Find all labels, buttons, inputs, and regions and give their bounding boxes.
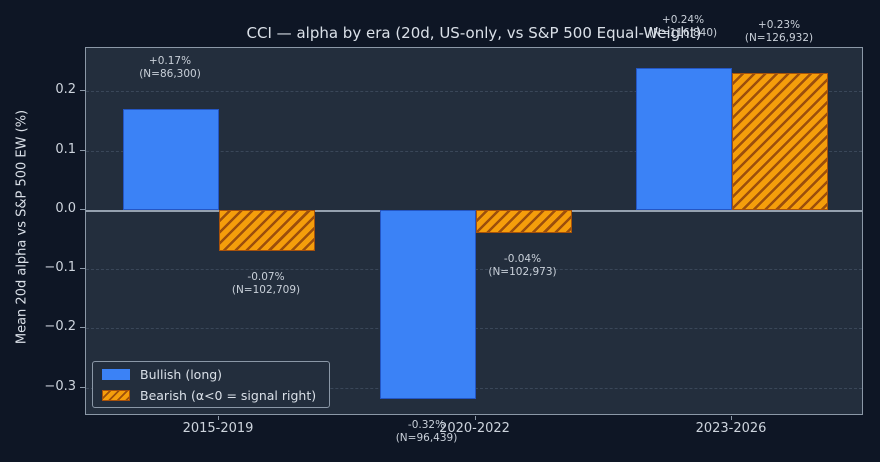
- chart-title: CCI — alpha by era (20d, US-only, vs S&P…: [246, 24, 702, 42]
- y-tick-mark: [80, 90, 85, 92]
- annotation-n: (N=102,973): [488, 266, 557, 279]
- y-tick-mark: [80, 386, 85, 388]
- bar-bullish-2023-2026: [636, 67, 732, 210]
- x-tick-label: 2015-2019: [182, 421, 254, 436]
- annotation-n: (N=116,840): [648, 26, 718, 39]
- bar-bearish-2023-2026: [732, 73, 828, 210]
- annotation-value: +0.17%: [148, 55, 192, 68]
- annotation-value: -0.32%: [407, 419, 446, 432]
- annotation-value: -0.04%: [503, 253, 542, 266]
- bar-bullish-2020-2022: [379, 209, 476, 400]
- annotation-n: (N=96,439): [395, 432, 458, 445]
- y-tick-mark: [80, 208, 85, 210]
- y-tick-mark: [80, 149, 85, 151]
- x-tick-label: 2023-2026: [695, 421, 767, 436]
- x-tick-mark: [474, 416, 476, 420]
- y-tick-label: 0.0: [55, 200, 76, 216]
- legend-item-bullish: Bullish (long): [93, 364, 329, 385]
- y-tick-mark: [80, 327, 85, 329]
- y-tick-label: 0.2: [55, 82, 76, 98]
- x-tick-mark: [731, 416, 732, 420]
- legend-swatch-bearish: [102, 390, 130, 401]
- annotation-value: +0.24%: [661, 13, 705, 26]
- annotation-bullish-2023-2026: +0.24% (N=116,840): [613, 14, 753, 40]
- plot-area: [85, 47, 863, 415]
- legend-label-bearish: Bearish (α<0 = signal right): [140, 388, 317, 403]
- y-tick-label: 0.1: [55, 141, 76, 157]
- bar-bearish-2015-2019: [219, 209, 315, 252]
- x-tick-mark: [218, 416, 219, 420]
- legend-item-bearish: Bearish (α<0 = signal right): [93, 385, 329, 406]
- y-tick-label: −0.2: [44, 319, 76, 335]
- y-tick-label: −0.1: [44, 260, 76, 276]
- bar-bearish-2020-2022: [475, 209, 572, 234]
- annotation-n: (N=86,300): [139, 68, 201, 81]
- legend: Bullish (long) Bearish (α<0 = signal righ…: [92, 361, 330, 408]
- gridline: [86, 150, 862, 152]
- annotation-bullish-2020-2022: -0.32% (N=96,439): [357, 419, 497, 445]
- annotation-n: (N=126,932): [744, 32, 814, 45]
- y-tick-mark: [80, 268, 85, 270]
- x-tick-label: 2020-2022: [439, 421, 510, 436]
- annotation-bullish-2015-2019: +0.17% (N=86,300): [100, 55, 240, 81]
- annotation-bearish-2015-2019: -0.07% (N=102,709): [196, 271, 336, 297]
- annotation-bearish-2020-2022: -0.04% (N=102,973): [453, 253, 593, 279]
- legend-label-bullish: Bullish (long): [140, 367, 223, 382]
- annotation-value: -0.07%: [247, 271, 285, 284]
- annotation-n: (N=102,709): [231, 284, 301, 297]
- gridline: [86, 91, 862, 93]
- annotation-value: +0.23%: [757, 19, 801, 32]
- legend-swatch-bullish: [102, 369, 130, 380]
- y-tick-label: −0.3: [44, 378, 76, 394]
- annotation-bearish-2023-2026: +0.23% (N=126,932): [709, 19, 849, 45]
- bar-bullish-2015-2019: [123, 109, 219, 210]
